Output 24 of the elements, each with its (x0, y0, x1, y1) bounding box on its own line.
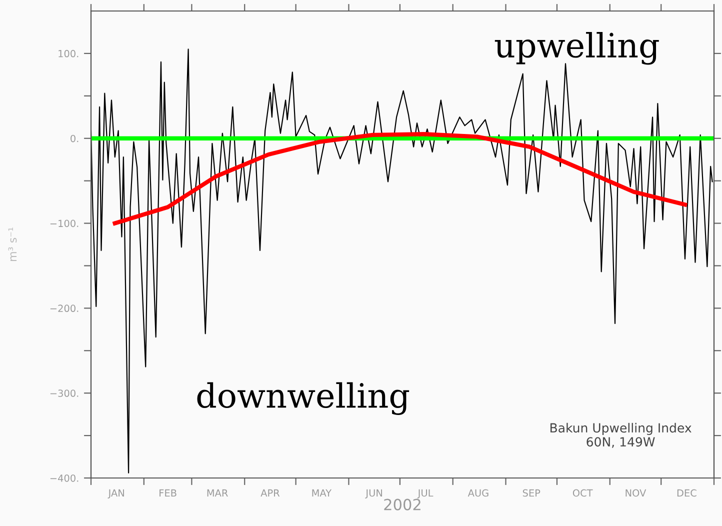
x-tick-label: JAN (108, 489, 124, 498)
y-tick-label: −300. (50, 390, 78, 397)
x-tick-label: SEP (522, 489, 540, 497)
x-tick-label: OCT (572, 489, 593, 497)
y-tick-label: 100. (58, 50, 78, 58)
y-tick-label: 0. (70, 134, 78, 142)
x-tick-label: MAY (312, 489, 332, 496)
x-tick-label: JUL (417, 489, 434, 498)
x-tick-label: FEB (160, 489, 176, 496)
x-tick-label: MAR (207, 489, 228, 496)
x-axis-title: 2002 (384, 498, 420, 510)
annotation: upwelling (494, 32, 659, 65)
x-tick-label: DEC (677, 489, 696, 497)
y-tick-label: −100. (50, 220, 78, 228)
x-tick-label: NOV (626, 489, 646, 497)
y-axis-title: m³ s⁻¹ (8, 228, 17, 261)
x-tick-label: AUG (468, 489, 488, 497)
annotation: Bakun Upwelling Index 60N, 149W (550, 422, 692, 448)
x-tick-label: APR (260, 489, 280, 496)
x-tick-label: JUN (365, 489, 382, 498)
y-tick-label: −400. (50, 474, 78, 482)
line-series (112, 132, 688, 226)
annotation: downwelling (197, 382, 410, 415)
y-tick-label: −200. (50, 304, 78, 312)
